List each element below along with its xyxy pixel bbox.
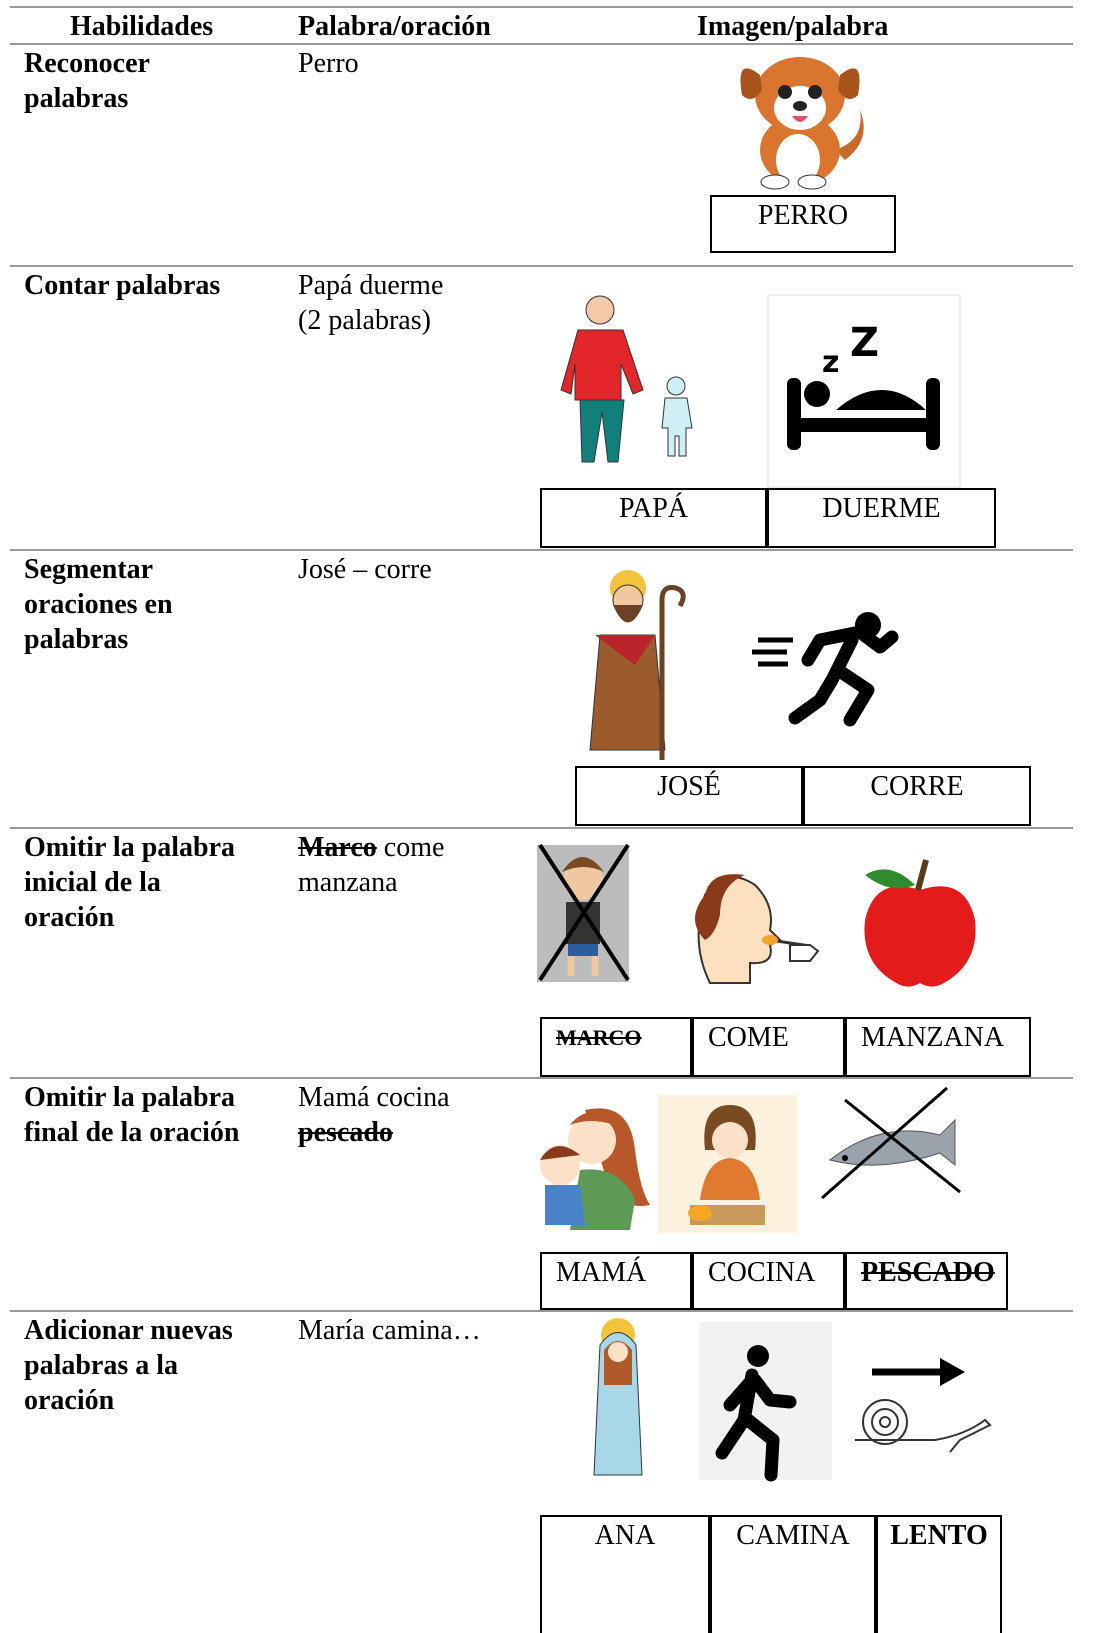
phrase-word: Marco	[298, 832, 377, 863]
cocina-image	[658, 1095, 797, 1233]
phrase-line: María camina…	[298, 1313, 481, 1348]
phrase-word: María camina…	[298, 1315, 481, 1346]
camina-image	[700, 1322, 832, 1482]
skill-text: palabras	[24, 83, 129, 114]
dad-image	[560, 295, 693, 463]
phrase-line: Perro	[298, 46, 359, 81]
word-box: PAPÁ	[540, 488, 767, 548]
skill-text: oración	[24, 1385, 115, 1416]
phrase-line: Marco come	[298, 830, 444, 865]
phrase-word: pescado	[298, 1117, 393, 1148]
run-image	[752, 612, 899, 727]
header-cell: Imagen/palabra	[697, 11, 889, 42]
jose-image	[589, 570, 686, 760]
word-box: MARCO	[540, 1017, 692, 1077]
phrase-word: come	[383, 832, 445, 863]
skill-text: inicial de la	[24, 867, 161, 898]
apple-image	[864, 859, 976, 987]
skill-text: Segmentar	[24, 554, 154, 585]
word-box: COME	[692, 1017, 845, 1077]
word-box: MANZANA	[845, 1017, 1031, 1077]
phrase-word: José – corre	[298, 554, 432, 585]
phrase-line: José – corre	[298, 552, 432, 587]
phrase-word: (2 palabras)	[298, 305, 431, 336]
skill-text: Adicionar nuevas	[24, 1315, 233, 1346]
maria-image	[593, 1318, 643, 1476]
phrase-word: Mamá cocina	[298, 1082, 450, 1113]
skill-text: oraciones en	[24, 589, 173, 620]
word-box: CAMINA	[710, 1515, 876, 1633]
sleep-image: z Z	[767, 294, 961, 488]
word-box: PESCADO	[845, 1252, 1008, 1310]
skill-text: Omitir la palabra	[24, 1082, 236, 1113]
skill-text: Omitir la palabra	[24, 832, 236, 863]
svg-text:z: z	[822, 345, 839, 380]
word-box: ANA	[540, 1515, 710, 1633]
skill-text: Reconocer	[24, 48, 150, 79]
mama-image	[540, 1108, 650, 1230]
skill-text: oración	[24, 902, 115, 933]
svg-text:Z: Z	[850, 320, 879, 366]
row-lines	[10, 6, 1073, 1312]
phrase-word: manzana	[298, 867, 398, 898]
skill-text: final de la oración	[24, 1117, 240, 1148]
header-cell: Habilidades	[70, 11, 214, 42]
word-box: JOSÉ	[575, 766, 803, 826]
phrase-line: manzana	[298, 865, 398, 900]
phrase-line: pescado	[298, 1115, 393, 1150]
phrase-word: Perro	[298, 48, 359, 79]
pescado-image	[821, 1086, 961, 1200]
eat-image	[695, 874, 820, 984]
header-cell: Palabra/oración	[298, 11, 491, 42]
phrase-word: Papá duerme	[298, 270, 444, 301]
lento-image	[855, 1358, 992, 1453]
word-box: CORRE	[803, 766, 1031, 826]
word-box: COCINA	[692, 1252, 845, 1310]
phrase-line: Mamá cocina	[298, 1080, 450, 1115]
skill-text: palabras a la	[24, 1350, 179, 1381]
phrase-line: Papá duerme	[298, 268, 443, 303]
word-box: LENTO	[876, 1515, 1002, 1633]
skill-text: palabras	[24, 624, 129, 655]
word-box: PERRO	[710, 195, 896, 253]
skill-text: Contar palabras	[24, 270, 221, 301]
marco-image	[537, 843, 630, 982]
word-box: DUERME	[767, 488, 996, 548]
dog-image	[740, 57, 864, 190]
phrase-line: (2 palabras)	[298, 303, 431, 338]
word-box: MAMÁ	[540, 1252, 692, 1310]
